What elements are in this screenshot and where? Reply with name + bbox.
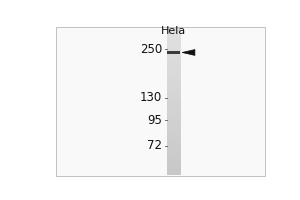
Polygon shape bbox=[182, 50, 195, 55]
Text: 250: 250 bbox=[140, 43, 162, 56]
Text: 72: 72 bbox=[147, 139, 162, 152]
Text: 95: 95 bbox=[147, 114, 162, 127]
Text: Hela: Hela bbox=[161, 26, 186, 36]
Text: 130: 130 bbox=[140, 91, 162, 104]
Bar bbox=[167, 51, 181, 54]
